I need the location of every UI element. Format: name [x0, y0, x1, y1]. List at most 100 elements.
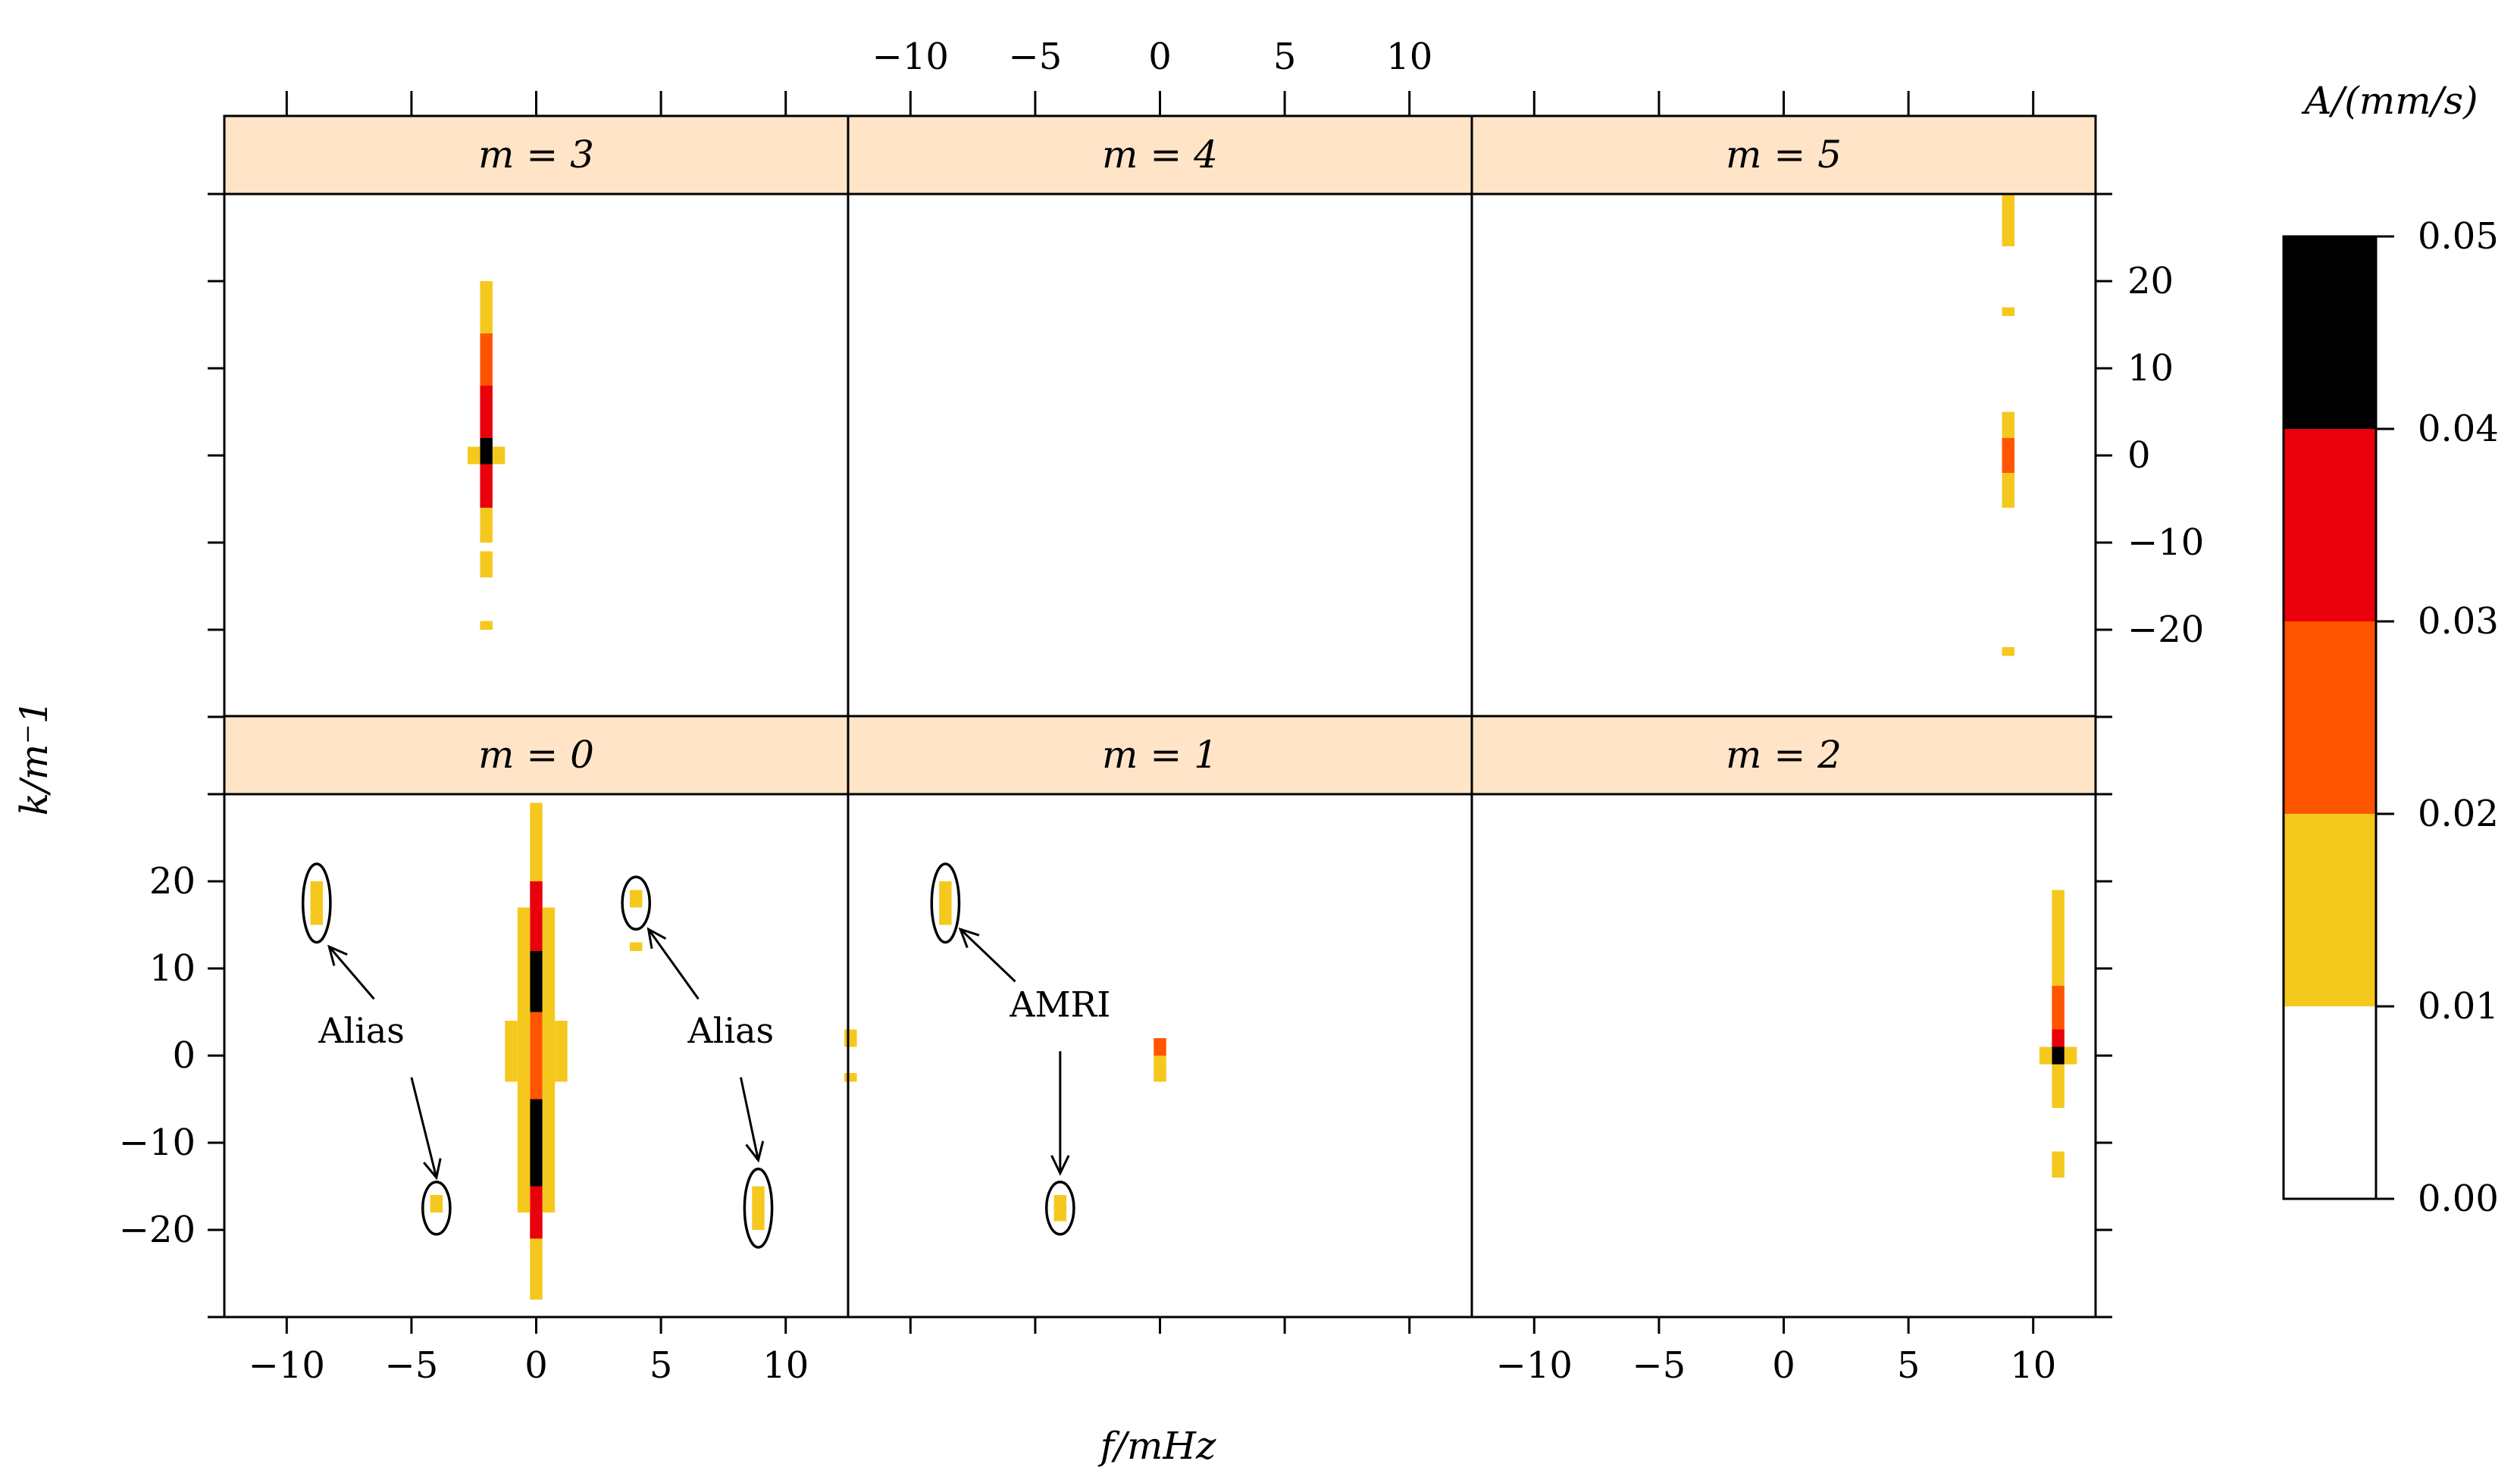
heatmap-cell	[505, 1021, 518, 1082]
panel-strip-label: m = 2	[1726, 733, 1842, 777]
annotation-ellipse	[930, 862, 961, 944]
panel-strip	[223, 114, 850, 196]
x-tick-label-top: 5	[1273, 36, 1297, 78]
heatmap-cell	[2002, 194, 2015, 246]
y-tick-label-left: −20	[119, 1209, 196, 1251]
heatmap-cell	[939, 881, 952, 925]
panel-strip	[223, 715, 850, 796]
x-tick-label-bottom: 0	[524, 1344, 548, 1387]
panel-strip	[847, 715, 1473, 796]
annotation-arrow	[410, 1077, 438, 1178]
heatmap-cell	[530, 1012, 543, 1100]
colorbar-tick-label: 0.00	[2418, 1178, 2499, 1220]
heatmap-cell	[480, 464, 493, 508]
panel-strip	[847, 114, 1473, 196]
panel-frame	[847, 192, 1473, 718]
colorbar-segment	[2284, 621, 2376, 814]
colorbar-tick-label: 0.03	[2418, 600, 2499, 643]
heatmap-cell	[530, 803, 543, 881]
colorbar-segment	[2284, 236, 2376, 429]
annotation-arrowhead	[745, 1140, 765, 1163]
annotation-alias: Alias	[301, 862, 452, 1236]
panel-m=3: m = 3	[223, 114, 850, 718]
x-tick-label-bottom: 0	[1772, 1344, 1795, 1387]
heatmap-cell	[530, 1099, 543, 1187]
annotation-ellipse	[421, 1181, 452, 1236]
colorbar-segment	[2284, 429, 2376, 621]
annotation-arrowhead	[958, 927, 980, 949]
x-tick-label-bottom: −5	[1633, 1344, 1686, 1387]
panels-layer: m = 3 m = 4 m = 5 m = 0 m = 1 m = 2 Alias Alias…	[223, 114, 2097, 1319]
annotation-ellipse	[621, 875, 652, 931]
colorbar-tick-label: 0.02	[2418, 793, 2499, 835]
annotation-arrow	[647, 928, 700, 1000]
x-tick-label-bottom: −5	[385, 1344, 439, 1387]
annotation-arrowhead	[423, 1158, 442, 1181]
colorbar-segment	[2284, 814, 2376, 1006]
heatmap-cell	[2002, 411, 2015, 438]
heatmap-cell	[2002, 307, 2015, 316]
heatmap-cell	[480, 621, 493, 630]
x-tick-label-bottom: −10	[1496, 1344, 1573, 1387]
y-tick-label-left: 0	[172, 1034, 196, 1077]
heatmap-cell	[1154, 1038, 1166, 1056]
heatmap-cell	[2052, 1047, 2065, 1065]
annotation-label: Alias	[318, 1010, 405, 1051]
colorbar-tick-label: 0.01	[2418, 985, 2499, 1028]
heatmap-cell	[2002, 438, 2015, 473]
annotation-arrow	[739, 1077, 759, 1161]
heatmap-cell	[629, 890, 643, 908]
x-axis-label: f/mHz	[1097, 1424, 1216, 1468]
annotation-label: AMRI	[1009, 984, 1110, 1025]
heatmap-cell	[844, 1073, 857, 1082]
panel-strip-label: m = 4	[1102, 133, 1218, 177]
y-tick-label-right: −10	[2127, 521, 2204, 564]
y-tick-label-left: 20	[149, 860, 196, 903]
heatmap-cell	[2039, 1047, 2052, 1065]
heatmap-cell	[1154, 1056, 1166, 1082]
heatmap-cell	[430, 1195, 443, 1212]
heatmap-cell	[2002, 473, 2015, 508]
heatmap-cell	[492, 446, 506, 465]
colorbar-frame	[2282, 235, 2378, 1200]
panel-frame	[223, 192, 850, 718]
colorbar-title: A/(mm/s)	[2301, 79, 2478, 123]
panel-strip-label: m = 5	[1726, 133, 1842, 177]
heatmap-cell	[467, 446, 481, 465]
heatmap-cell	[480, 386, 493, 438]
annotation-label: Alias	[687, 1010, 774, 1051]
heatmap-cell	[530, 1186, 543, 1239]
x-tick-label-top: −10	[872, 36, 949, 78]
annotation-amri: AMRI	[930, 862, 1110, 1236]
x-tick-label-bottom: −10	[249, 1344, 325, 1387]
annotation-arrow	[328, 946, 375, 1000]
panel-m=1: m = 1	[844, 715, 1473, 1319]
heatmap-cell	[480, 333, 493, 386]
heatmap-cell	[2064, 1047, 2077, 1065]
panel-m=0: m = 0	[223, 715, 850, 1319]
axes-layer: −10 −5 0 5 10 −10 −5 0 5 10 −10 −5 0 5 10 −20 −10 0 10 20 −2…	[119, 36, 2205, 1387]
y-axis-label: k/m⁻1	[12, 700, 56, 816]
heatmap-cell	[480, 438, 493, 465]
y-tick-label-right: 20	[2127, 260, 2174, 302]
x-tick-label-top: 0	[1148, 36, 1172, 78]
heatmap-cell	[530, 881, 543, 951]
heatmap-cell	[530, 1238, 543, 1300]
heatmap-cell	[2052, 986, 2065, 1030]
annotation-ellipse	[1044, 1181, 1075, 1236]
heatmap-cell	[844, 1029, 857, 1047]
heatmap-cell	[2052, 890, 2065, 986]
heatmap-cell	[542, 907, 556, 1212]
annotation-ellipse	[301, 862, 332, 944]
annotation-arrowhead	[1050, 1155, 1070, 1176]
panel-m=4: m = 4	[847, 114, 1473, 718]
x-tick-label-bottom: 5	[1897, 1344, 1921, 1387]
heatmap-cell	[310, 881, 324, 925]
x-tick-label-top: 10	[1386, 36, 1432, 78]
heatmap-cell	[555, 1021, 568, 1082]
panel-m=5: m = 5	[1470, 114, 2097, 718]
x-tick-label-bottom: 10	[2010, 1344, 2056, 1387]
y-tick-label-left: −10	[119, 1122, 196, 1164]
y-tick-label-right: 10	[2127, 347, 2174, 390]
